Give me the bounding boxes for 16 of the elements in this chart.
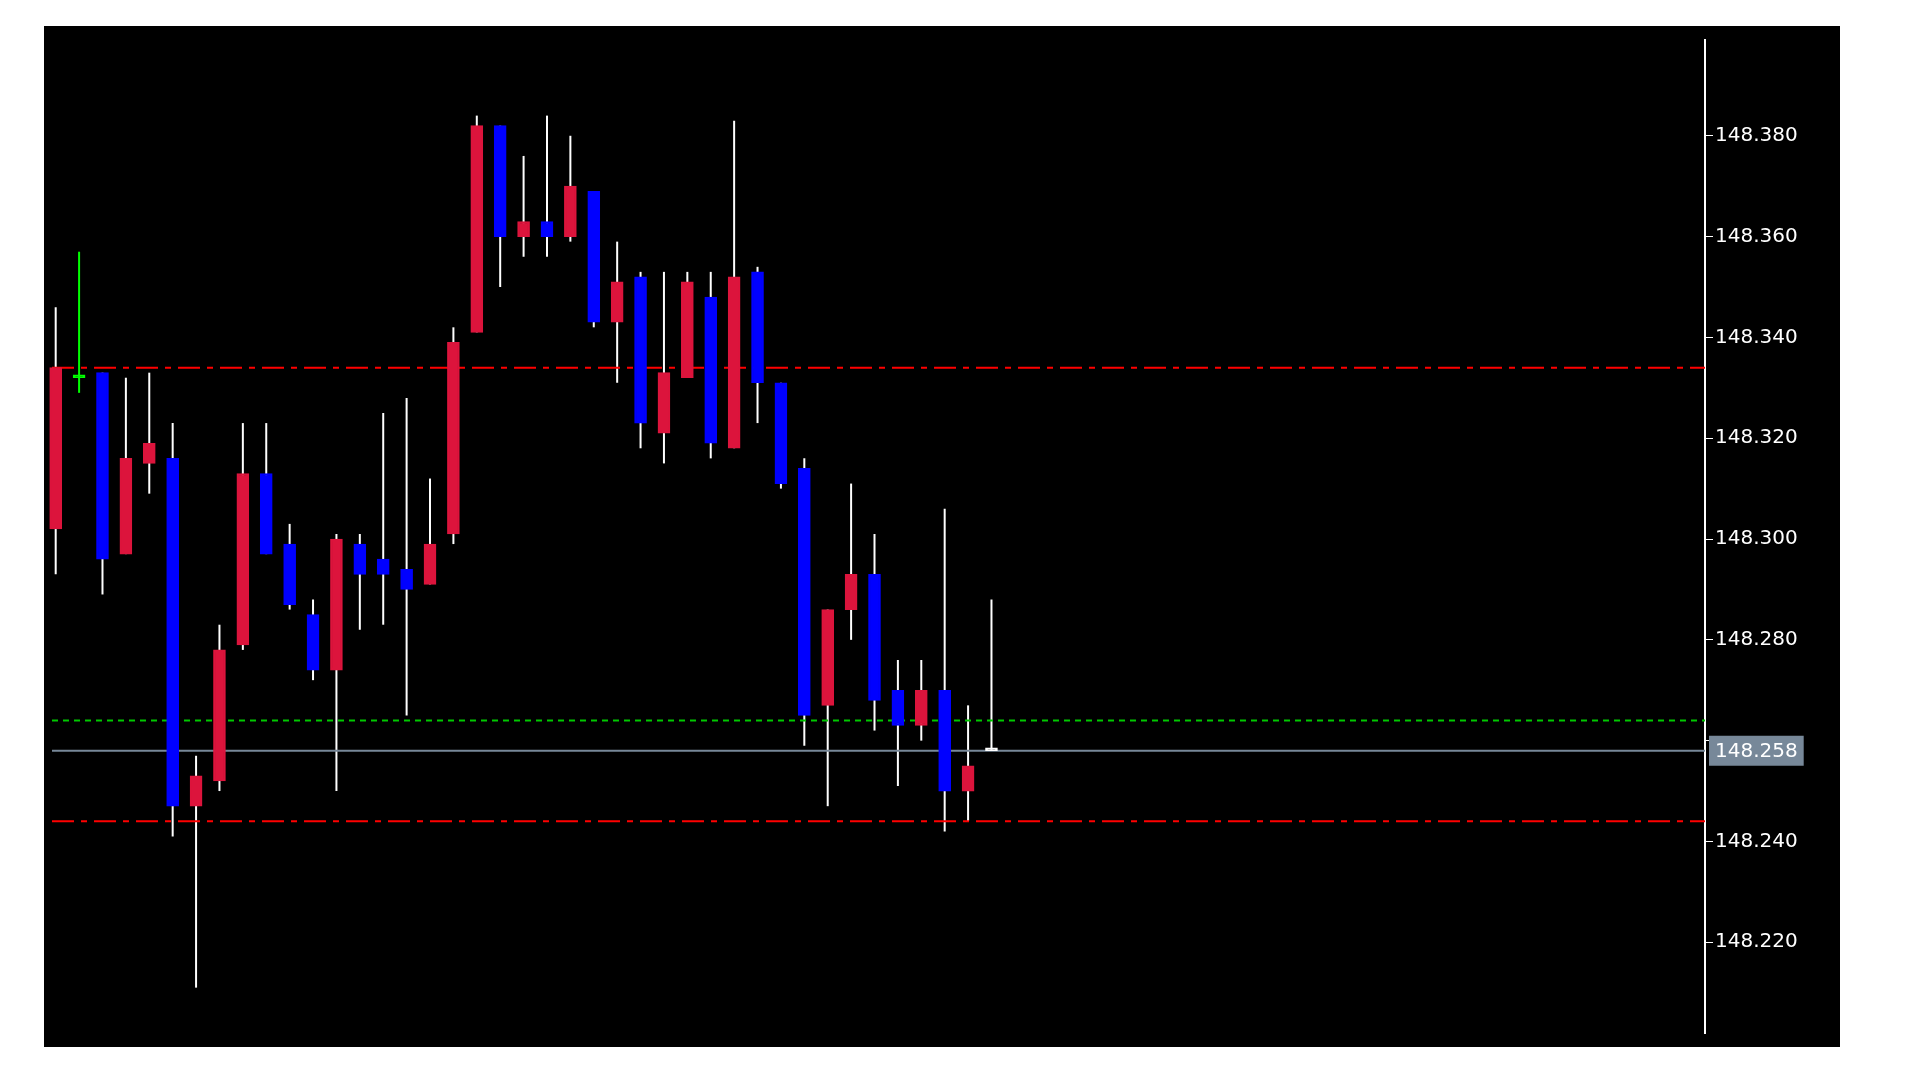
candlestick [72, 250, 86, 394]
candlestick [400, 396, 413, 717]
candlestick [985, 598, 998, 752]
candlestick [540, 114, 554, 258]
y-tick-label: 148.300 [1715, 525, 1798, 550]
y-tick-label: 148.240 [1715, 827, 1798, 852]
y-tick-label: 148.380 [1715, 121, 1798, 146]
ref-line-label: 148.258 [1715, 737, 1798, 762]
y-tick-label: 148.280 [1715, 626, 1798, 651]
candlestick [376, 412, 390, 626]
candlestick [517, 154, 530, 258]
y-tick-label: 148.320 [1715, 424, 1798, 449]
candlestick [142, 371, 156, 495]
y-tick-label: 148.340 [1715, 323, 1798, 348]
y-tick-label: 148.360 [1715, 222, 1798, 247]
y-tick-label: 148.220 [1715, 928, 1798, 953]
